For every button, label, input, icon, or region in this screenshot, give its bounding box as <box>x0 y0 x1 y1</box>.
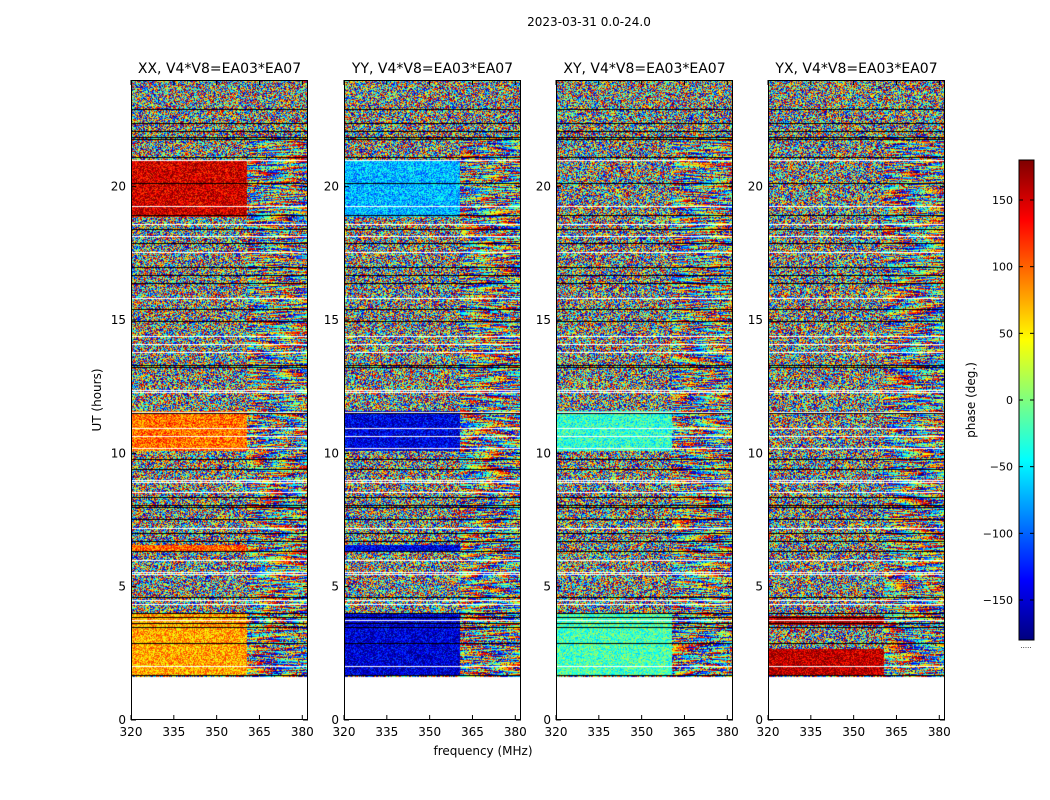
y-tick-label: 20 <box>748 180 763 194</box>
panel-frame <box>131 80 308 720</box>
x-tick-label: 320 <box>545 725 568 739</box>
phase-heatmap <box>768 80 945 720</box>
x-tick-label: 335 <box>375 725 398 739</box>
phase-heatmap-canvas <box>768 80 945 720</box>
y-tick-label: 10 <box>324 446 339 460</box>
y-tick-label: 15 <box>324 313 339 327</box>
panel-frame <box>556 80 733 720</box>
figure-title: 2023-03-31 0.0-24.0 <box>527 15 651 29</box>
phase-heatmap-canvas <box>131 80 308 720</box>
panel-title: YY, V4*V8=EA03*EA07 <box>351 61 513 77</box>
y-tick-label: 15 <box>536 313 551 327</box>
colorbar-footnote: ..... <box>1020 642 1031 650</box>
x-tick-label: 380 <box>291 725 314 739</box>
x-tick-label: 350 <box>205 725 228 739</box>
panel-yy: YY, V4*V8=EA03*EA07 320 335 350 365 380 0 5 10 15… <box>324 61 527 739</box>
colorbar-tick-label: −50 <box>990 461 1013 474</box>
y-tick-label: 5 <box>331 580 339 594</box>
x-axis-label: frequency (MHz) <box>433 744 532 758</box>
colorbar-tick-label: 150 <box>992 194 1013 207</box>
phase-heatmap <box>344 80 521 720</box>
y-tick-label: 20 <box>111 180 126 194</box>
y-tick-label: 10 <box>536 446 551 460</box>
x-tick-label: 365 <box>673 725 696 739</box>
colorbar-label: phase (deg.) <box>964 362 978 438</box>
y-tick-label: 5 <box>118 580 126 594</box>
y-tick-label: 20 <box>324 180 339 194</box>
phase-heatmap <box>131 80 308 720</box>
colorbar-tick-label: −150 <box>983 594 1013 607</box>
y-tick-label: 10 <box>748 446 763 460</box>
panel-xy: XY, V4*V8=EA03*EA07 320 335 350 365 380 0 5 10 15… <box>536 61 739 739</box>
colorbar-tick-label: −100 <box>983 527 1013 540</box>
x-tick-label: 380 <box>716 725 739 739</box>
x-tick-label: 380 <box>928 725 951 739</box>
colorbar-tick-label: 0 <box>1006 394 1013 407</box>
x-tick-label: 380 <box>504 725 527 739</box>
y-axis-label: UT (hours) <box>90 368 104 431</box>
colorbar: phase (deg.) ..... 150 100 50 0 −50 −100 −150 <box>964 159 1035 650</box>
x-tick-label: 320 <box>120 725 143 739</box>
phase-heatmap-canvas <box>344 80 521 720</box>
panel-title: XX, V4*V8=EA03*EA07 <box>138 61 301 77</box>
x-tick-label: 365 <box>461 725 484 739</box>
x-tick-label: 365 <box>885 725 908 739</box>
panel-frame <box>344 80 521 720</box>
y-tick-label: 0 <box>331 713 339 727</box>
x-tick-label: 350 <box>842 725 865 739</box>
y-tick-label: 5 <box>755 580 763 594</box>
panel-xx: XX, V4*V8=EA03*EA07 320 335 350 365 380 0 5 10 15… <box>111 61 314 739</box>
panel-frame <box>768 80 945 720</box>
panel-yx: YX, V4*V8=EA03*EA07 320 335 350 365 380 0 5 10 15… <box>748 61 951 739</box>
x-tick-label: 350 <box>630 725 653 739</box>
panel-title: YX, V4*V8=EA03*EA07 <box>774 61 937 77</box>
x-tick-label: 320 <box>757 725 780 739</box>
y-tick-label: 20 <box>536 180 551 194</box>
phase-heatmap <box>556 80 733 720</box>
y-tick-label: 15 <box>748 313 763 327</box>
y-tick-label: 0 <box>755 713 763 727</box>
panels: XX, V4*V8=EA03*EA07 320 335 350 365 380 0 5 10 15… <box>111 61 951 739</box>
x-tick-label: 335 <box>587 725 610 739</box>
x-tick-label: 320 <box>333 725 356 739</box>
y-tick-label: 0 <box>118 713 126 727</box>
colorbar-tick-label: 100 <box>992 261 1013 274</box>
x-tick-label: 335 <box>799 725 822 739</box>
x-tick-label: 335 <box>162 725 185 739</box>
y-tick-label: 5 <box>543 580 551 594</box>
y-tick-label: 15 <box>111 313 126 327</box>
colorbar-tick-label: 50 <box>999 327 1013 340</box>
y-tick-label: 0 <box>543 713 551 727</box>
phase-heatmap-canvas <box>556 80 733 720</box>
panel-title: XY, V4*V8=EA03*EA07 <box>563 61 725 77</box>
y-tick-label: 10 <box>111 446 126 460</box>
x-tick-label: 350 <box>418 725 441 739</box>
x-tick-label: 365 <box>248 725 271 739</box>
